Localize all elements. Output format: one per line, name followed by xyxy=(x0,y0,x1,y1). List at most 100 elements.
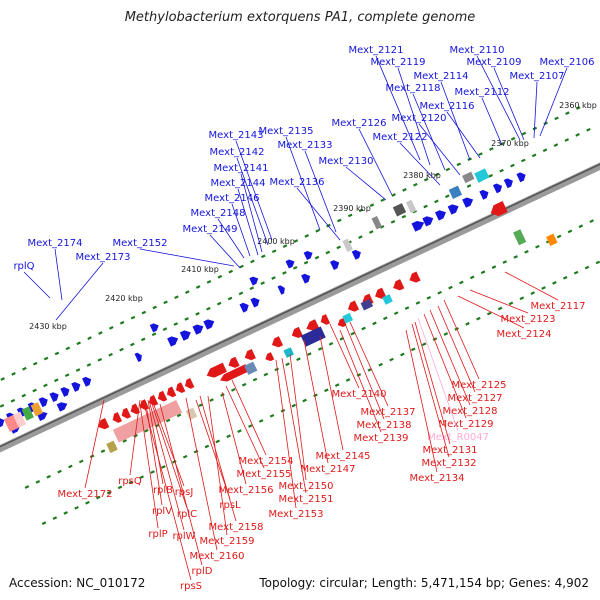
tick-mark xyxy=(63,511,68,515)
reverse-leader-line xyxy=(417,317,459,432)
forward-leader-line xyxy=(235,140,273,241)
tick-mark xyxy=(260,281,265,285)
reverse-gene-label: Mext_2140 xyxy=(332,389,387,400)
forward-leader-line xyxy=(418,123,461,176)
tick-mark xyxy=(578,224,584,229)
tick-mark xyxy=(379,225,385,229)
kbp-tick-label: 2430 kbp xyxy=(29,322,67,331)
reverse-gene-label: Mext_2155 xyxy=(237,469,292,480)
tick-mark xyxy=(459,280,464,285)
forward-leader-line xyxy=(399,142,441,186)
feature-block xyxy=(244,361,258,375)
tick-mark xyxy=(216,301,222,306)
tick-mark xyxy=(554,116,559,121)
tick-mark xyxy=(119,347,124,352)
tick-mark xyxy=(541,286,546,290)
tick-mark xyxy=(108,352,113,357)
forward-gene-label: Mext_2121 xyxy=(349,45,404,56)
reverse-gene-arrow xyxy=(291,326,303,339)
tick-mark xyxy=(497,306,503,311)
tick-mark xyxy=(535,244,540,249)
reverse-leader-line xyxy=(423,313,467,419)
tick-mark xyxy=(41,521,47,526)
reverse-gene-label: Mext_2154 xyxy=(239,456,294,467)
reverse-gene-arrow xyxy=(220,364,249,382)
tick-mark xyxy=(291,403,297,408)
reverse-gene-label: Mext_2137 xyxy=(361,407,416,418)
tick-mark xyxy=(358,208,364,213)
tick-mark xyxy=(100,449,106,454)
tick-mark xyxy=(75,368,81,372)
tick-mark xyxy=(575,133,580,137)
tick-mark xyxy=(434,172,440,177)
forward-gene-arrow xyxy=(492,183,503,194)
tick-mark xyxy=(552,281,557,285)
tick-mark xyxy=(491,265,497,270)
forward-gene-label: Mext_2110 xyxy=(450,45,505,56)
kbp-tick-label: 2420 kbp xyxy=(105,294,143,303)
kbp-tick-label: 2360 kbp xyxy=(559,101,597,110)
forward-gene-arrow xyxy=(462,197,474,208)
tick-mark xyxy=(271,276,276,280)
tick-mark xyxy=(172,459,177,464)
reverse-leader-line xyxy=(437,305,476,393)
tick-mark xyxy=(304,234,310,238)
tick-mark xyxy=(478,152,483,156)
reverse-leader-line xyxy=(225,385,265,469)
forward-gene-label: Mext_2116 xyxy=(420,101,475,112)
feature-block xyxy=(21,406,34,421)
tick-mark xyxy=(204,444,210,449)
reverse-gene-arrow xyxy=(228,356,240,368)
tick-mark xyxy=(141,310,147,315)
reverse-leader-line xyxy=(159,403,203,566)
tick-mark xyxy=(361,326,366,331)
forward-leader-line xyxy=(539,67,568,137)
reverse-gene-label: rplD xyxy=(192,566,213,577)
forward-gene-arrow xyxy=(192,324,204,335)
reverse-leader-line xyxy=(339,329,382,433)
tick-mark xyxy=(238,291,244,296)
tick-mark xyxy=(228,269,234,274)
forward-gene-label: Mext_2114 xyxy=(414,71,469,82)
forward-leader-line xyxy=(345,166,387,201)
forward-gene-label: Mext_2106 xyxy=(540,57,595,68)
tick-mark xyxy=(144,428,149,433)
accession-text: Accession: NC_010172 xyxy=(9,576,146,590)
forward-gene-label: Mext_2148 xyxy=(191,208,246,219)
tick-mark xyxy=(432,337,438,341)
reverse-leader-line xyxy=(345,325,385,420)
tick-mark xyxy=(195,285,201,289)
tick-mark xyxy=(206,280,212,284)
tick-mark xyxy=(209,398,214,402)
tick-mark xyxy=(227,296,233,301)
tick-mark xyxy=(292,265,298,270)
tick-mark xyxy=(10,398,16,403)
reverse-gene-label: Mext_2127 xyxy=(448,393,503,404)
tick-mark xyxy=(347,213,353,218)
reverse-gene-label: Mext_2128 xyxy=(443,406,498,417)
tick-mark xyxy=(443,332,449,336)
tick-mark xyxy=(345,378,351,382)
feature-block xyxy=(405,199,417,214)
tick-mark xyxy=(43,356,49,361)
reverse-leader-line xyxy=(139,403,159,529)
tick-mark xyxy=(336,245,341,250)
tick-mark xyxy=(11,372,16,376)
reverse-gene-label: Mext_2159 xyxy=(200,536,255,547)
tick-mark xyxy=(556,234,562,239)
forward-gene-label: Mext_2120 xyxy=(392,113,447,124)
forward-gene-label: Mext_2136 xyxy=(270,177,325,188)
tick-mark xyxy=(324,388,329,393)
tick-mark xyxy=(130,315,136,320)
forward-leader-line xyxy=(139,248,235,267)
tick-mark xyxy=(46,474,51,479)
forward-gene-arrow xyxy=(179,330,191,341)
reverse-gene-label: rplV xyxy=(152,506,172,517)
reverse-gene-arrow xyxy=(375,287,387,299)
forward-gene-label: Mext_2119 xyxy=(371,57,426,68)
forward-leader-line xyxy=(304,150,337,233)
tick-mark xyxy=(239,264,244,269)
forward-gene-label: Mext_2118 xyxy=(386,83,441,94)
reverse-gene-label: Mext_2150 xyxy=(279,481,334,492)
reverse-leader-line xyxy=(329,323,360,389)
